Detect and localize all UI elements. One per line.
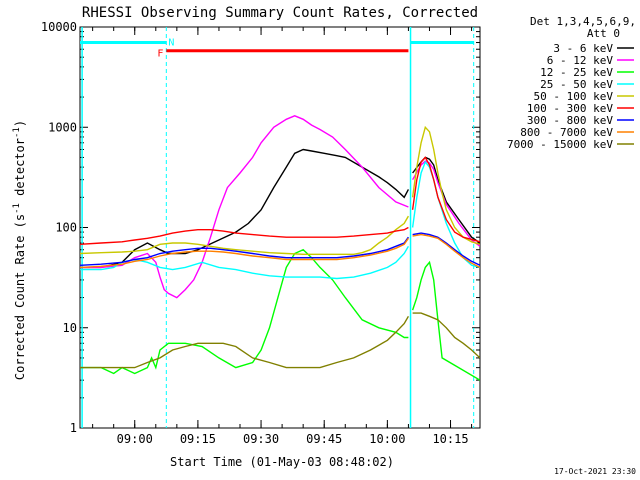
series-line-1 <box>80 115 409 299</box>
x-axis-label: Start Time (01-May-03 08:48:02) <box>170 455 394 469</box>
y-tick-label: 10000 <box>41 20 77 34</box>
series-post-gap-line-6 <box>412 232 480 266</box>
series-line-4 <box>80 215 410 255</box>
series-post-gap-line-2 <box>411 260 480 381</box>
plot-frame <box>79 26 481 429</box>
series-line-2 <box>80 248 409 375</box>
series-post-gap-line-7 <box>412 233 480 269</box>
x-tick-label: 09:00 <box>117 432 153 446</box>
legend-label-2: 12 - 25 keV <box>540 66 613 79</box>
data-layer <box>80 27 480 428</box>
plot-area: 1 10 100 1000 10000 09:00 09:15 09:30 09:45 10:00… <box>41 20 481 446</box>
series-post-gap-line-4 <box>411 125 480 245</box>
svg-text:Corrected Count Rate (s-1 dete: Corrected Count Rate (s-1 detector-1) <box>12 120 27 380</box>
y-tick-label: 1000 <box>48 120 77 134</box>
chart-title: RHESSI Observing Summary Count Rates, Co… <box>82 5 478 21</box>
legend-label-4: 50 - 100 keV <box>534 90 614 103</box>
x-tick-label: 09:15 <box>180 432 216 446</box>
y-axis-label-main: Corrected Count Rate (s <box>13 214 27 380</box>
x-tick-label: 09:45 <box>306 432 342 446</box>
x-tick-label: 10:00 <box>369 432 405 446</box>
y-axis-label-end: ) <box>13 120 27 127</box>
series-post-gap-line-5 <box>411 156 480 243</box>
series-post-gap-line-8 <box>412 312 480 359</box>
x-tick-label: 10:15 <box>432 432 468 446</box>
y-axis-label: Corrected Count Rate (s-1 detector-1) <box>12 120 27 380</box>
x-tick-label: 09:30 <box>243 432 279 446</box>
flare-label: F <box>157 49 163 60</box>
legend-label-5: 100 - 300 keV <box>527 102 613 115</box>
series-line-5 <box>80 226 409 245</box>
legend-label-7: 800 - 7000 keV <box>520 126 613 139</box>
series-line-6 <box>80 236 409 266</box>
legend-label-6: 300 - 800 keV <box>527 114 613 127</box>
series-line-7 <box>80 237 409 269</box>
series-post-gap-line-1 <box>411 160 480 247</box>
legend-label-8: 7000 - 15000 keV <box>507 138 613 151</box>
legend-label-3: 25 - 50 keV <box>540 78 613 91</box>
night-label: N <box>168 38 174 49</box>
legend-label-1: 6 - 12 keV <box>547 54 614 67</box>
y-tick-label: 1 <box>70 421 77 435</box>
legend-label-0: 3 - 6 keV <box>553 42 613 55</box>
series-line-0 <box>80 148 410 269</box>
series-post-gap-line-3 <box>411 160 480 269</box>
series-line-8 <box>80 315 410 369</box>
y-axis-label-sup: -1 <box>12 203 22 214</box>
y-tick-label: 100 <box>55 221 77 235</box>
y-axis-label-tail: detector <box>13 138 27 203</box>
timestamp: 17-Oct-2021 23:30 <box>554 467 636 476</box>
y-axis-label-sup2: -1 <box>12 127 22 138</box>
legend-header-line-1: Det 1,3,4,5,6,9, <box>530 15 636 28</box>
y-tick-label: 10 <box>63 321 77 335</box>
legend-header-line-2: Att 0 <box>587 27 620 40</box>
